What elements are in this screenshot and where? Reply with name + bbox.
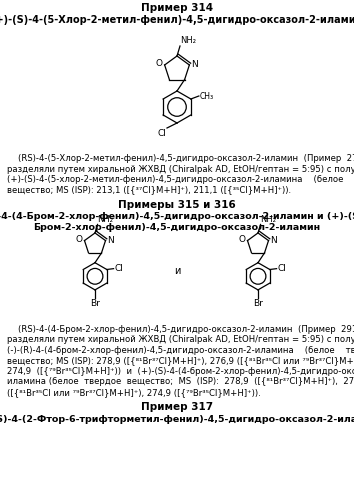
Text: O: O xyxy=(156,59,162,68)
Text: (+)-(S)-4-(5-хлор-2-метил-фенил)-4,5-дигидро-оксазол-2-иламина    (белое    твер: (+)-(S)-4-(5-хлор-2-метил-фенил)-4,5-диг… xyxy=(7,175,354,184)
Text: Примеры 315 и 316: Примеры 315 и 316 xyxy=(118,200,236,210)
Text: NH₂: NH₂ xyxy=(261,215,276,224)
Text: разделяли путем хиральной ЖХВД (Chiralpak AD, EtOH/гептан = 5:95) с получением: разделяли путем хиральной ЖХВД (Chiralpa… xyxy=(7,165,354,174)
Text: NH₂: NH₂ xyxy=(98,215,114,224)
Text: Cl: Cl xyxy=(114,264,123,273)
Text: и: и xyxy=(174,266,180,276)
Text: (-)-( R)-4-(4-Бром-2-хлор-фенил)-4,5-дигидро-оксазол-2-иламин и (+)-(S)-4-(4-: (-)-( R)-4-(4-Бром-2-хлор-фенил)-4,5-диг… xyxy=(0,212,354,221)
Text: O: O xyxy=(76,235,83,244)
Text: вещество; MS (ISP): 213,1 ([{³⁷Cl}M+H]⁺), 211,1 ([{³⁵Cl}M+H]⁺)).: вещество; MS (ISP): 213,1 ([{³⁷Cl}M+H]⁺)… xyxy=(7,186,291,195)
Text: Br: Br xyxy=(253,299,263,308)
Text: Пример 317: Пример 317 xyxy=(141,403,213,413)
Text: Бром-2-хлор-фенил)-4,5-дигидро-оксазол-2-иламин: Бром-2-хлор-фенил)-4,5-дигидро-оксазол-2… xyxy=(33,223,321,232)
Text: ([{⁸¹Br³⁵Cl или ⁷⁹Br³⁷Cl}M+H]⁺), 274,9 ([{⁷⁹Br³⁵Cl}M+H]⁺)).: ([{⁸¹Br³⁵Cl или ⁷⁹Br³⁷Cl}M+H]⁺), 274,9 (… xyxy=(7,388,261,397)
Text: разделяли путем хиральной ЖХВД (Chiralpak AD, EtOH/гептан = 5:95) с получением: разделяли путем хиральной ЖХВД (Chiralpa… xyxy=(7,335,354,344)
Text: Br: Br xyxy=(90,299,100,308)
Text: Cl: Cl xyxy=(157,129,166,138)
Text: (-)-(S)-4-(2-Фтор-6-трифторметил-фенил)-4,5-дигидро-оксазол-2-иламин: (-)-(S)-4-(2-Фтор-6-трифторметил-фенил)-… xyxy=(0,415,354,424)
Text: N: N xyxy=(107,236,114,245)
Text: 274,9  ([{⁷⁹Br³⁵Cl}M+H]⁺))  и  (+)-(S)-4-(4-бром-2-хлор-фенил)-4,5-дигидро-оксаз: 274,9 ([{⁷⁹Br³⁵Cl}M+H]⁺)) и (+)-(S)-4-(4… xyxy=(7,367,354,376)
Text: вещество; MS (ISP): 278,9 ([{⁸¹Br³⁷Cl}M+H]⁺), 276,9 ([{⁸¹Br³⁵Cl или ⁷⁹Br³⁷Cl}M+H: вещество; MS (ISP): 278,9 ([{⁸¹Br³⁷Cl}M+… xyxy=(7,356,354,365)
Text: Cl: Cl xyxy=(278,264,286,273)
Text: CH₃: CH₃ xyxy=(200,91,214,100)
Text: (+)-(S)-4-(5-Хлор-2-метил-фенил)-4,5-дигидро-оксазол-2-иламин: (+)-(S)-4-(5-Хлор-2-метил-фенил)-4,5-диг… xyxy=(0,15,354,25)
Text: Пример 314: Пример 314 xyxy=(141,3,213,13)
Text: (-)-(R)-4-(4-бром-2-хлор-фенил)-4,5-дигидро-оксазол-2-иламина    (белое    тверд: (-)-(R)-4-(4-бром-2-хлор-фенил)-4,5-диги… xyxy=(7,346,354,355)
Text: N: N xyxy=(192,60,198,69)
Text: NH₂: NH₂ xyxy=(180,36,196,45)
Text: N: N xyxy=(270,236,277,245)
Text: O: O xyxy=(239,235,246,244)
Text: (RS)-4-(5-Хлор-2-метил-фенил)-4,5-дигидро-оксазол-2-иламин  (Пример  272): (RS)-4-(5-Хлор-2-метил-фенил)-4,5-дигидр… xyxy=(7,154,354,163)
Text: иламина (белое  твердое  вещество;  MS  (ISP):  278,9  ([{⁸¹Br³⁷Cl}M+H]⁺),  276,: иламина (белое твердое вещество; MS (ISP… xyxy=(7,378,354,387)
Text: (RS)-4-(4-Бром-2-хлор-фенил)-4,5-дигидро-оксазол-2-иламин  (Пример  291): (RS)-4-(4-Бром-2-хлор-фенил)-4,5-дигидро… xyxy=(7,325,354,334)
